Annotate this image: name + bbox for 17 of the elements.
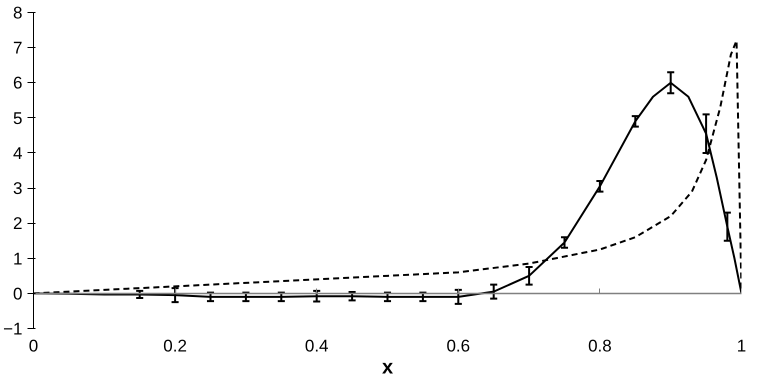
x-tick-label: 1	[736, 336, 746, 356]
x-tick-label: 0.2	[163, 336, 187, 356]
y-tick-label: 4	[13, 144, 23, 163]
y-tick-label: 1	[13, 249, 23, 268]
y-tick-label: 8	[13, 4, 23, 22]
y-tick-label: 3	[13, 179, 23, 198]
x-tick-label: 0.8	[588, 336, 612, 356]
y-tick-label: 2	[13, 214, 23, 234]
y-tick-label: 5	[13, 108, 23, 128]
y-tick-label: 7	[13, 38, 23, 58]
y-tick-label: −1	[3, 320, 23, 338]
x-tick-label: 0.4	[304, 336, 329, 356]
x-axis-title: x	[382, 356, 394, 378]
x-tick-label: 0	[28, 336, 38, 356]
x-tick-label: 0.6	[446, 336, 470, 356]
y-tick-label: 0	[13, 284, 23, 304]
y-tick-label: 6	[13, 74, 23, 93]
